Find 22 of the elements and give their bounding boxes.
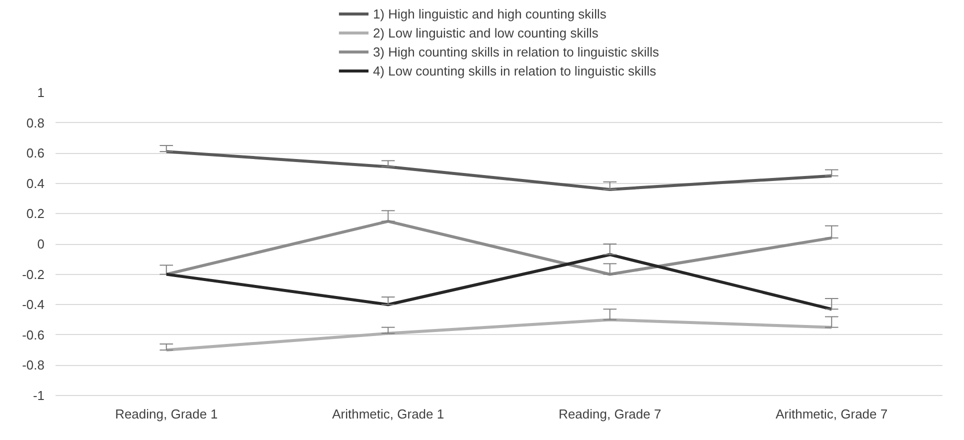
legend-label: 2) Low linguistic and low counting skills	[372, 24, 598, 40]
y-tick-label: -0.4	[22, 297, 45, 312]
y-tick-label: -0.2	[22, 266, 45, 282]
y-tick-label: 0.4	[26, 176, 45, 191]
legend-label: 4) Low counting skills in relation to linguistic skills	[372, 62, 656, 78]
y-tick-label: -0.6	[22, 327, 45, 342]
y-tick-label: 1	[37, 85, 45, 100]
y-tick-label: 0.2	[26, 206, 45, 222]
x-tick-label: Arithmetic, Grade 1	[332, 406, 444, 422]
x-tick-label: Reading, Grade 1	[115, 406, 218, 422]
legend-label: 3) High counting skills in relation to linguistic skills	[372, 44, 660, 60]
line-series	[164, 253, 834, 311]
y-tick-label: -1	[32, 388, 45, 403]
legend-label: 1) High linguistic and high counting skills	[372, 6, 606, 22]
x-tick-label: Arithmetic, Grade 7	[776, 406, 888, 422]
x-tick-label: Reading, Grade 7	[558, 406, 662, 422]
y-tick-label: -0.8	[22, 358, 45, 373]
y-tick-label: 0	[37, 236, 45, 252]
line-series	[164, 318, 834, 352]
y-tick-label: 0.6	[26, 146, 45, 161]
y-tick-label: 0.8	[26, 115, 45, 130]
line-series	[164, 150, 834, 191]
